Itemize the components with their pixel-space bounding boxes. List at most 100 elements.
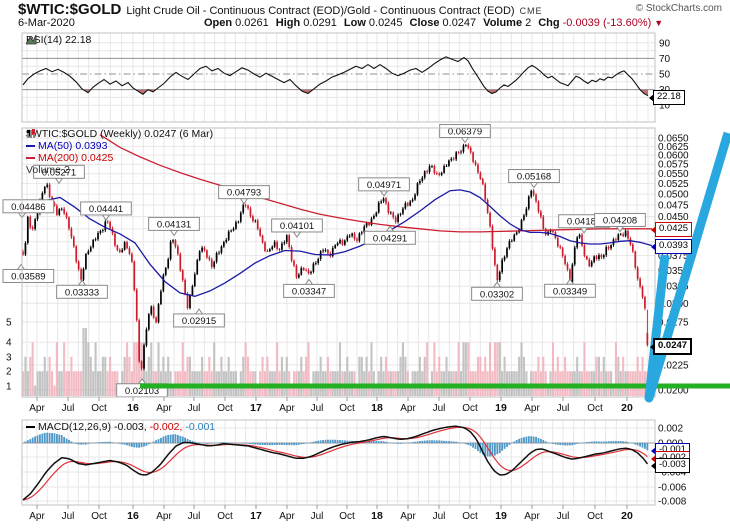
svg-text:-0.006: -0.006 [658, 483, 687, 494]
quote-label-close: Close [409, 17, 440, 29]
svg-text:0.0350: 0.0350 [658, 266, 689, 277]
svg-text:18: 18 [371, 510, 383, 522]
copyright: © StockCharts.com [635, 3, 722, 14]
svg-text:0.03302: 0.03302 [480, 289, 514, 300]
svg-text:Jul: Jul [311, 511, 324, 522]
svg-text:16: 16 [127, 402, 139, 414]
svg-text:19: 19 [495, 402, 507, 414]
ma200-axis-box: 0.0425 [650, 222, 693, 237]
svg-text:5: 5 [6, 318, 12, 329]
svg-text:17: 17 [250, 402, 262, 414]
svg-text:0.0650: 0.0650 [658, 134, 689, 145]
svg-text:Jul: Jul [311, 403, 324, 414]
svg-text:0.0475: 0.0475 [658, 201, 689, 212]
svg-text:Jul: Jul [433, 403, 446, 414]
svg-text:0.0500: 0.0500 [658, 190, 689, 201]
svg-text:0.03589: 0.03589 [11, 271, 45, 282]
ma50-swatch [26, 145, 35, 147]
ticker-description: Light Crude Oil - Continuous Contract (E… [126, 5, 515, 17]
quote-value-volume: 2 [525, 17, 532, 29]
svg-text:Oct: Oct [91, 511, 107, 522]
svg-text:Jul: Jul [62, 511, 75, 522]
svg-text:Jul: Jul [557, 511, 570, 522]
quote-line: Open 0.0261 High 0.0291 Low 0.0245 Close 0.0247… [197, 17, 663, 29]
macd-legend-name: MACD(12,26,9) [38, 421, 111, 433]
svg-text:0.02915: 0.02915 [182, 316, 216, 327]
ma200-swatch [26, 157, 35, 159]
svg-text:0.04208: 0.04208 [603, 215, 637, 226]
main-legend-title: $WTIC:$GOLD (Weekly) 0.0247 (6 Mar) [26, 128, 214, 140]
svg-text:0.04183: 0.04183 [567, 217, 601, 228]
svg-text:0.0375: 0.0375 [658, 251, 689, 262]
volume-icon [27, 130, 35, 138]
rsi-legend-label: RSI(14) 22.18 [26, 34, 92, 46]
svg-text:0.0525: 0.0525 [658, 179, 689, 190]
svg-text:0.0450: 0.0450 [658, 212, 689, 223]
svg-text:Oct: Oct [217, 403, 233, 414]
quote-value-open: 0.0261 [235, 17, 269, 29]
svg-text:Oct: Oct [217, 511, 233, 522]
macd-legend: MACD(12,26,9) -0.003, -0.002, -0.001 [26, 421, 215, 433]
svg-text:0.05271: 0.05271 [42, 167, 76, 178]
svg-text:19: 19 [495, 510, 507, 522]
quote-label-high: High [275, 17, 301, 29]
svg-text:20: 20 [621, 510, 633, 522]
svg-text:Oct: Oct [587, 403, 603, 414]
svg-text:Apr: Apr [29, 511, 45, 522]
macd-swatch [26, 425, 35, 429]
svg-text:Apr: Apr [29, 403, 45, 414]
svg-text:Apr: Apr [156, 511, 172, 522]
chart-header: $WTIC:$GOLD Light Crude Oil - Continuous … [18, 1, 543, 19]
svg-text:0.04291: 0.04291 [373, 233, 407, 244]
svg-text:20: 20 [621, 402, 633, 414]
svg-text:16: 16 [127, 510, 139, 522]
rsi-indicator-icon [26, 34, 37, 45]
svg-text:0.03347: 0.03347 [292, 286, 326, 297]
svg-text:Oct: Oct [462, 403, 478, 414]
ma200-legend-label: MA(200) 0.0425 [38, 152, 114, 164]
svg-text:Jul: Jul [557, 403, 570, 414]
svg-text:0.04441: 0.04441 [89, 204, 123, 215]
svg-text:0.0625: 0.0625 [658, 142, 689, 153]
svg-text:0.03333: 0.03333 [65, 287, 99, 298]
svg-text:0.0325: 0.0325 [658, 282, 689, 293]
svg-text:70: 70 [659, 54, 671, 65]
quote-date: 6-Mar-2020 [18, 17, 75, 29]
svg-text:0.0600: 0.0600 [658, 151, 689, 162]
svg-text:Oct: Oct [587, 511, 603, 522]
svg-text:0.05168: 0.05168 [517, 172, 551, 183]
macd-signal-value: -0.002, [149, 421, 183, 433]
quote-label-low: Low [343, 17, 366, 29]
svg-text:Jul: Jul [188, 403, 201, 414]
svg-text:Jul: Jul [62, 403, 75, 414]
quote-label-open: Open [204, 17, 233, 29]
svg-text:Apr: Apr [400, 511, 416, 522]
main-legend: $WTIC:$GOLD (Weekly) 0.0247 (6 Mar) MA(5… [26, 128, 213, 176]
svg-text:Apr: Apr [524, 511, 540, 522]
svg-text:0.06379: 0.06379 [448, 127, 482, 138]
svg-text:Oct: Oct [462, 511, 478, 522]
quote-label-chg: Chg [538, 17, 560, 29]
macd-axis-box: -0.003 [651, 458, 690, 473]
svg-text:50: 50 [659, 70, 671, 81]
svg-text:Apr: Apr [524, 403, 540, 414]
quote-value-close: 0.0247 [442, 17, 477, 29]
svg-text:0.04486: 0.04486 [11, 202, 45, 213]
change-down-icon: ▼ [654, 18, 664, 28]
quote-label-volume: Volume [483, 17, 523, 29]
exchange-label: CME [519, 6, 543, 16]
svg-text:0.002: 0.002 [658, 424, 683, 435]
macd-hist-value: -0.001 [185, 421, 216, 433]
ma50-legend-label: MA(50) 0.0393 [38, 140, 108, 152]
svg-text:90: 90 [659, 38, 671, 49]
blue-v-bounce-arrow [644, 131, 730, 403]
svg-text:2: 2 [6, 367, 12, 378]
ma50-axis-box: 0.0393 [650, 239, 693, 254]
quote-value-low: 0.0245 [368, 17, 403, 29]
svg-text:4: 4 [6, 338, 12, 349]
svg-text:Oct: Oct [339, 403, 355, 414]
svg-text:-0.008: -0.008 [658, 497, 687, 508]
svg-text:Jul: Jul [188, 511, 201, 522]
quote-value-chg: -0.0039 (-13.60%) [562, 17, 652, 29]
